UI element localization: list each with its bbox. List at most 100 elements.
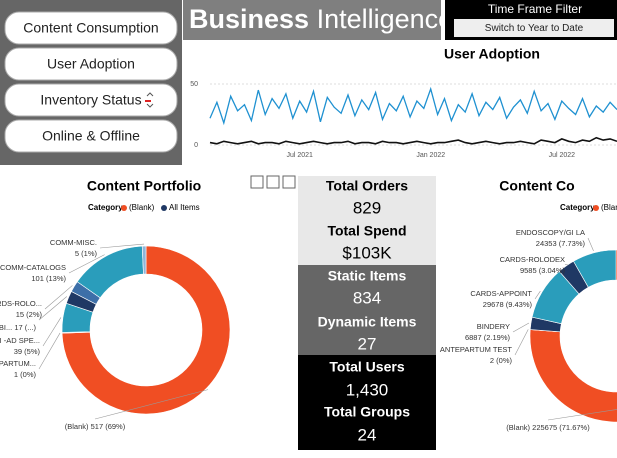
nav-button[interactable] bbox=[4, 83, 178, 117]
slice-name: BINDERY bbox=[477, 322, 510, 331]
slice-name: ARDS-ROLO... bbox=[0, 299, 42, 308]
slice-name: CARDS-APPOINT bbox=[470, 289, 532, 298]
data-label: (Blank) 225675 (71.67%) bbox=[506, 423, 590, 432]
nav-button-label[interactable]: Inventory Status bbox=[40, 92, 141, 108]
slice-name: BI... bbox=[0, 323, 12, 332]
leader-line bbox=[587, 237, 594, 252]
card-label: Dynamic Items bbox=[318, 314, 417, 330]
nav-button-label[interactable]: Content Consumption bbox=[23, 20, 158, 36]
legend-label: All Items bbox=[169, 203, 200, 212]
nav-button[interactable] bbox=[4, 11, 178, 45]
leader-line bbox=[68, 254, 105, 274]
card-label: Total Orders bbox=[326, 178, 408, 194]
card-light bbox=[298, 176, 436, 265]
nav-button[interactable] bbox=[4, 47, 178, 81]
slice-name: COMM-MISC. bbox=[50, 238, 97, 247]
donut-slice bbox=[529, 249, 617, 423]
slice-value: 15 (2%) bbox=[16, 310, 43, 319]
card-value: 829 bbox=[353, 198, 381, 217]
slice-name: (Blank) bbox=[65, 422, 89, 431]
filter-button[interactable] bbox=[454, 19, 614, 37]
card-value: 27 bbox=[358, 334, 377, 353]
filter-button-label[interactable]: Switch to Year to Date bbox=[485, 23, 584, 34]
slice-value: 5 (1%) bbox=[75, 249, 98, 258]
card-value: 24 bbox=[358, 425, 377, 444]
legend-swatch bbox=[161, 205, 167, 211]
x-tick-label: Jul 2021 bbox=[286, 152, 313, 159]
slice-value: 225675 (71.67%) bbox=[532, 423, 590, 432]
filter-title: Time Frame Filter bbox=[488, 2, 582, 16]
legend-swatch bbox=[121, 205, 127, 211]
card-label: Total Spend bbox=[327, 223, 406, 239]
leader-line bbox=[534, 290, 541, 300]
chart-title: Content Portfolio bbox=[87, 178, 201, 194]
slice-name: ANTEPARTUM TEST bbox=[440, 345, 513, 354]
chart-title: User Adoption bbox=[444, 46, 540, 62]
card-value: 1,430 bbox=[346, 380, 389, 399]
legend-label: (Blank) bbox=[129, 203, 155, 212]
slice-name: NTEPARTUM... bbox=[0, 359, 36, 368]
slice-value: 101 (13%) bbox=[31, 274, 66, 283]
leader-line bbox=[564, 263, 569, 266]
icon[interactable] bbox=[250, 175, 264, 189]
leader-line bbox=[38, 332, 61, 370]
slice-value: 2 (0%) bbox=[490, 356, 513, 365]
leader-line bbox=[547, 409, 617, 421]
title-light: Intelligence bbox=[317, 4, 454, 34]
slice-value: 17 (...) bbox=[14, 323, 36, 332]
slice-value: 24353 (7.73%) bbox=[536, 239, 586, 248]
leader-line bbox=[512, 322, 530, 333]
status-icon bbox=[145, 100, 151, 102]
visual-icons bbox=[250, 175, 296, 189]
cards: Total Orders 829 Total Spend $103K Static It… bbox=[318, 178, 417, 445]
legend-title: Category bbox=[88, 203, 123, 212]
slice-value: 517 (69%) bbox=[91, 422, 126, 431]
legend-swatch bbox=[593, 205, 599, 211]
icon[interactable] bbox=[266, 175, 280, 189]
header-bar bbox=[183, 0, 441, 40]
header-title: Business Intelligence bbox=[189, 4, 453, 34]
data-label: (Blank) 517 (69%) bbox=[65, 422, 126, 431]
card-value: 834 bbox=[353, 288, 381, 307]
donut-slice bbox=[573, 249, 617, 288]
charts: User Adoption 0 50 Jul 2021 Jan 2022 Jul 2022… bbox=[0, 46, 617, 432]
donut-slice bbox=[141, 245, 147, 275]
nav-button-label[interactable]: User Adoption bbox=[47, 56, 135, 72]
line-series bbox=[209, 86, 617, 126]
donut-slice bbox=[61, 245, 231, 415]
title-bold: Business bbox=[189, 4, 309, 34]
leader-line bbox=[38, 296, 67, 321]
nav-button-label[interactable]: Online & Offline bbox=[42, 128, 140, 144]
slice-name: (Blank) bbox=[506, 423, 530, 432]
status-icon bbox=[146, 92, 154, 108]
y-tick-label: 0 bbox=[194, 142, 198, 149]
card-black bbox=[298, 355, 436, 450]
legend-label: (Blank) bbox=[601, 203, 617, 212]
leader-line bbox=[514, 329, 529, 356]
x-tick-label: Jan 2022 bbox=[416, 152, 445, 159]
leader-line bbox=[99, 243, 145, 249]
icon[interactable] bbox=[282, 175, 296, 189]
slice-name: CARDS-ROLODEX bbox=[500, 255, 565, 264]
x-tick-label: Jul 2022 bbox=[549, 152, 576, 159]
slice-value: 1 (0%) bbox=[14, 370, 37, 379]
leader-line bbox=[94, 389, 209, 420]
leader-line bbox=[44, 285, 73, 310]
y-tick-label: 50 bbox=[190, 81, 198, 88]
leader-line bbox=[42, 317, 62, 347]
line-series bbox=[209, 136, 617, 145]
slice-value: 9585 (3.04%) bbox=[520, 266, 566, 275]
nav-buttons: Content Consumption User Adoption Inventor… bbox=[4, 11, 178, 153]
slice-value: 29678 (9.43%) bbox=[483, 300, 533, 309]
card-label: Total Groups bbox=[324, 404, 410, 420]
slice-value: 6887 (2.19%) bbox=[465, 333, 511, 342]
nav-button[interactable] bbox=[4, 119, 178, 153]
card-gray bbox=[298, 265, 436, 355]
card-label: Total Users bbox=[329, 359, 404, 375]
slice-name: LSI -AD SPE... bbox=[0, 336, 40, 345]
slice-name: COMM-CATALOGS bbox=[0, 263, 66, 272]
slice-value: 39 (5%) bbox=[14, 347, 41, 356]
card-value: $103K bbox=[342, 243, 392, 262]
slice-name: ENDOSCOPY/GI LA bbox=[516, 228, 585, 237]
